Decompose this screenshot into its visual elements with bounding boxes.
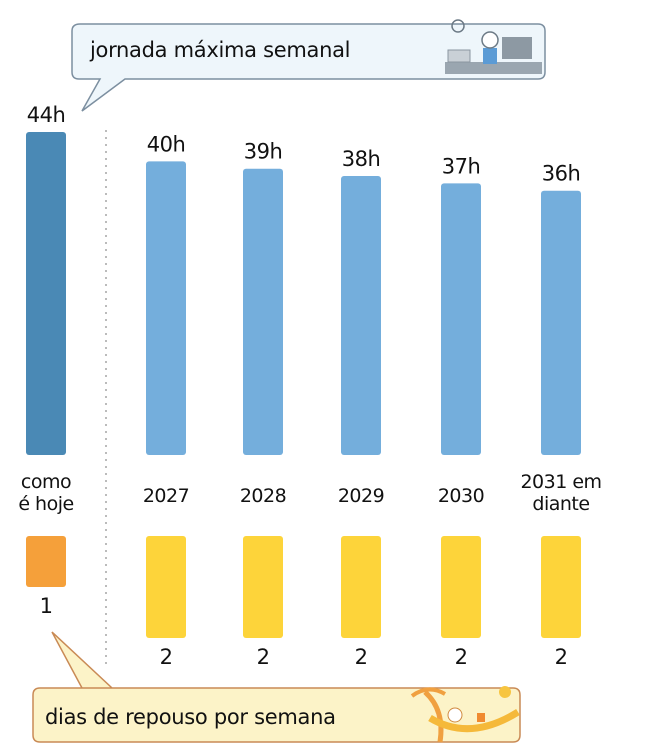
rest-days-bar — [26, 536, 66, 587]
category-label: 2031 em — [520, 471, 601, 493]
rest-days-label: 2 — [455, 645, 468, 669]
bottom-callout-text: dias de repouso por semana — [45, 705, 336, 729]
rest-days-label: 1 — [40, 594, 53, 618]
top-callout: jornada máxima semanal — [71, 19, 546, 112]
hours-bar — [146, 161, 186, 455]
bottom-callout-bubble — [32, 631, 521, 743]
rest-days-label: 2 — [355, 645, 368, 669]
category-label: diante — [532, 493, 589, 515]
office-worker-icon — [445, 19, 542, 74]
hours-label: 44h — [27, 103, 66, 127]
hours-bar — [341, 176, 381, 455]
hours-bar — [541, 190, 581, 455]
rest-days-bar — [441, 536, 481, 638]
hours-bar — [26, 132, 66, 455]
rest-days-bar — [243, 536, 283, 638]
hours-label: 37h — [442, 154, 481, 178]
top-callout-text: jornada máxima semanal — [89, 38, 350, 62]
hours-label: 36h — [542, 162, 581, 186]
category-label: 2029 — [338, 485, 384, 507]
rest-days-bar — [541, 536, 581, 638]
rest-days-bar — [341, 536, 381, 638]
rest-days-label: 2 — [257, 645, 270, 669]
rest-days-label: 2 — [555, 645, 568, 669]
hours-label: 39h — [244, 140, 283, 164]
hours-label: 40h — [147, 132, 186, 156]
category-label: como — [21, 471, 71, 493]
hours-bar — [243, 168, 283, 456]
category-label: 2027 — [143, 485, 189, 507]
bottom-callout: dias de repouso por semana — [32, 631, 521, 743]
hours-bar — [441, 183, 481, 456]
rest-days-label: 2 — [160, 645, 173, 669]
rest-days-bar — [146, 536, 186, 638]
category-label: 2030 — [438, 485, 484, 507]
hours-label: 38h — [342, 147, 381, 171]
category-label: é hoje — [18, 493, 73, 515]
top-callout-bubble — [71, 23, 546, 112]
hammock-icon — [410, 686, 520, 743]
category-label: 2028 — [240, 485, 286, 507]
